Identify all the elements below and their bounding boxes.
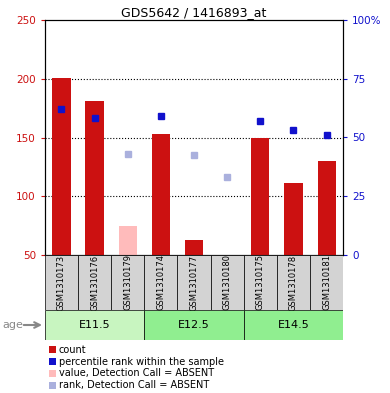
Bar [218,255,236,310]
Bar [177,255,211,310]
Text: age: age [2,320,23,330]
Bar [251,138,269,255]
Text: GSM1310176: GSM1310176 [90,254,99,310]
Bar [244,310,343,340]
Bar [185,240,203,255]
Bar [45,255,78,310]
Bar [211,255,244,310]
Bar [119,226,137,255]
Bar [317,161,336,255]
Bar [284,183,303,255]
Text: rank, Detection Call = ABSENT: rank, Detection Call = ABSENT [59,380,209,390]
Text: GSM1310180: GSM1310180 [223,255,232,310]
Bar [144,255,177,310]
Text: GSM1310179: GSM1310179 [123,255,132,310]
Bar [144,310,244,340]
Text: GSM1310173: GSM1310173 [57,254,66,310]
Bar [111,255,144,310]
Text: value, Detection Call = ABSENT: value, Detection Call = ABSENT [59,368,214,378]
Text: GSM1310174: GSM1310174 [156,255,165,310]
Text: E11.5: E11.5 [79,320,110,330]
Text: GSM1310181: GSM1310181 [322,255,331,310]
Text: E12.5: E12.5 [178,320,210,330]
Bar [152,134,170,255]
Text: count: count [59,345,87,355]
Bar [277,255,310,310]
Bar [52,77,71,255]
Text: E14.5: E14.5 [278,320,309,330]
Bar [310,255,343,310]
Bar [244,255,277,310]
Title: GDS5642 / 1416893_at: GDS5642 / 1416893_at [121,6,267,19]
Bar [78,255,111,310]
Text: GSM1310175: GSM1310175 [256,255,265,310]
Bar [45,310,144,340]
Bar [85,101,104,255]
Text: percentile rank within the sample: percentile rank within the sample [59,356,224,367]
Text: GSM1310178: GSM1310178 [289,254,298,310]
Text: GSM1310177: GSM1310177 [190,254,199,310]
